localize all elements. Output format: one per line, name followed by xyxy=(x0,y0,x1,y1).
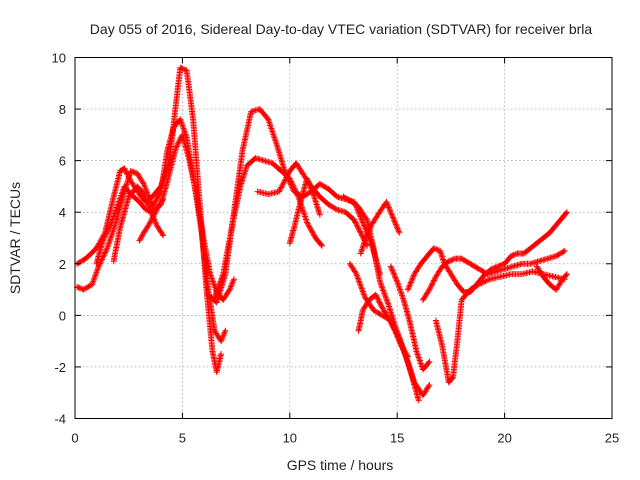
y-tick-label: 4 xyxy=(59,205,66,220)
y-tick-label: 10 xyxy=(52,51,66,66)
series-arc-5 xyxy=(136,196,167,244)
x-tick-label: 20 xyxy=(497,431,511,446)
chart-title: Day 055 of 2016, Sidereal Day-to-day VTE… xyxy=(90,21,593,37)
series-arc-16 xyxy=(432,268,568,386)
y-axis-label: SDTVAR / TECUs xyxy=(7,182,23,294)
series-arc-12 xyxy=(355,291,411,360)
series-arc-13 xyxy=(357,198,403,257)
x-tick-label: 0 xyxy=(71,431,78,446)
y-tick-label: 2 xyxy=(59,257,66,272)
series-arc-4 xyxy=(110,183,167,265)
y-tick-label: 6 xyxy=(59,154,66,169)
series-arc-17 xyxy=(533,263,570,293)
series-arc-7 xyxy=(211,155,325,301)
series-arc-15 xyxy=(420,247,568,303)
plot-frame xyxy=(74,57,613,419)
axis-ticks: 0 5 10 15 20 25 -4 -2 0 2 4 6 8 10 xyxy=(52,51,620,446)
x-tick-label: 15 xyxy=(390,431,404,446)
x-tick-label: 5 xyxy=(179,431,186,446)
x-tick-label: 10 xyxy=(283,431,297,446)
x-axis-label: GPS time / hours xyxy=(287,457,394,473)
x-tick-label: 25 xyxy=(605,431,619,446)
y-tick-label: 8 xyxy=(59,102,66,117)
series-arc-18 xyxy=(387,263,433,373)
series-arc-9 xyxy=(286,175,323,247)
y-tick-label: -2 xyxy=(54,360,66,375)
y-tick-label: -4 xyxy=(54,412,66,427)
y-tick-label: 0 xyxy=(59,308,66,323)
